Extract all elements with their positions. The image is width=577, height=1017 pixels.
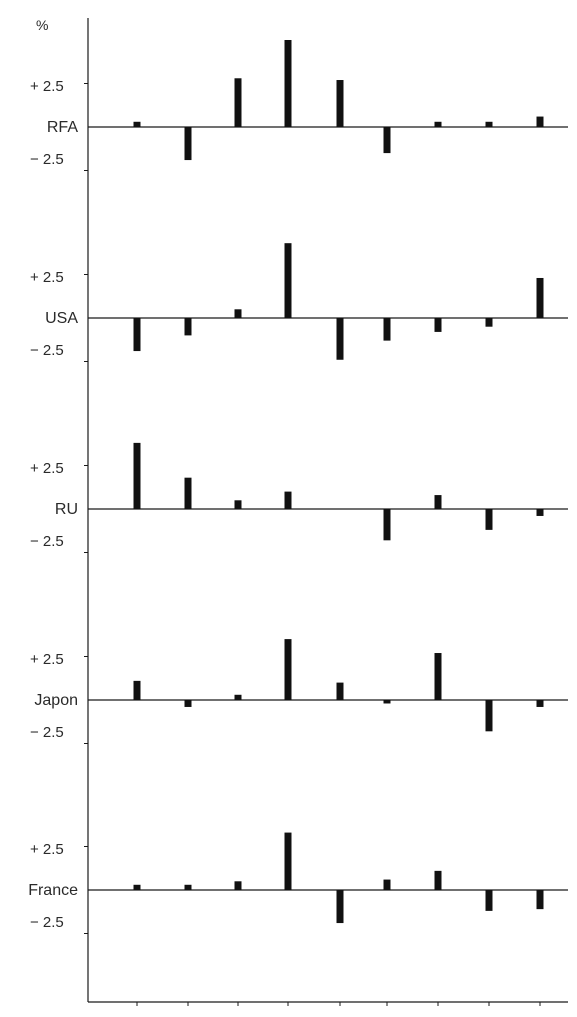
series-name-label: USA xyxy=(45,310,78,327)
bar xyxy=(234,881,242,890)
bar xyxy=(536,509,544,516)
bar xyxy=(133,121,141,127)
bar xyxy=(536,700,544,707)
y-tick-label-negative: − 2.5 xyxy=(30,724,64,741)
bar xyxy=(133,318,141,352)
bar xyxy=(536,116,544,127)
bar xyxy=(485,509,493,530)
bar xyxy=(234,694,242,700)
bar xyxy=(383,318,391,341)
series-name-label: RFA xyxy=(47,119,78,136)
bar xyxy=(234,78,242,127)
bar xyxy=(485,890,493,911)
bar xyxy=(434,318,442,332)
y-tick-label-positive: + 2.5 xyxy=(30,651,64,668)
y-tick-label-negative: − 2.5 xyxy=(30,914,64,931)
bar xyxy=(133,884,141,890)
y-tick-label-positive: + 2.5 xyxy=(30,841,64,858)
bar xyxy=(133,442,141,509)
bar xyxy=(485,121,493,127)
bar xyxy=(184,477,192,509)
bar xyxy=(336,682,344,700)
bar xyxy=(336,890,344,924)
bar xyxy=(485,318,493,327)
bar xyxy=(284,243,292,318)
bar xyxy=(485,700,493,732)
bar xyxy=(434,870,442,890)
series-name-label: France xyxy=(28,882,78,899)
bar xyxy=(383,509,391,541)
series-name-label: RU xyxy=(55,501,78,518)
y-tick-label-positive: + 2.5 xyxy=(30,78,64,95)
bar xyxy=(234,500,242,509)
bar xyxy=(133,680,141,700)
bar xyxy=(336,318,344,360)
bar xyxy=(184,127,192,161)
unit-label: % xyxy=(36,17,48,33)
bar xyxy=(434,653,442,700)
bar xyxy=(336,80,344,127)
y-tick-label-positive: + 2.5 xyxy=(30,269,64,286)
bar xyxy=(383,879,391,890)
bar xyxy=(383,127,391,154)
y-tick-label-negative: − 2.5 xyxy=(30,342,64,359)
bar xyxy=(234,309,242,318)
bar xyxy=(284,639,292,700)
bar xyxy=(284,832,292,890)
y-tick-label-negative: − 2.5 xyxy=(30,151,64,168)
bar xyxy=(184,700,192,707)
bar xyxy=(434,121,442,127)
bar xyxy=(383,700,391,704)
y-tick-label-positive: + 2.5 xyxy=(30,460,64,477)
bar xyxy=(434,495,442,509)
bar xyxy=(184,318,192,336)
series-name-label: Japon xyxy=(34,692,78,709)
bar xyxy=(184,884,192,890)
y-tick-label-negative: − 2.5 xyxy=(30,533,64,550)
bar xyxy=(284,491,292,509)
bar xyxy=(536,277,544,318)
bar xyxy=(284,40,292,127)
bar xyxy=(536,890,544,910)
